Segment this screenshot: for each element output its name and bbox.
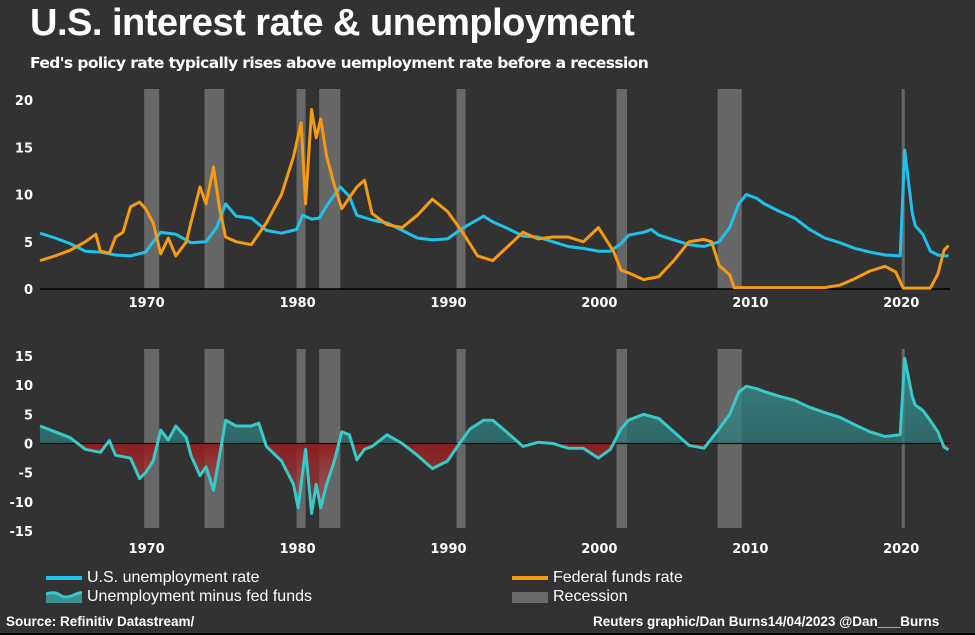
y-tick-label: 10 [15, 379, 33, 394]
x-tick-label: 1980 [279, 296, 315, 311]
x-tick-label: 2000 [581, 296, 617, 311]
bottom-border [0, 633, 975, 635]
legend-item-fed-funds: Federal funds rate [512, 569, 683, 587]
x-tick-label: 2010 [732, 296, 768, 311]
recession-band [296, 349, 306, 528]
y-tick-label: -10 [10, 496, 34, 511]
recession-band [456, 349, 466, 528]
legend-swatch-fed-funds [512, 576, 548, 580]
top-panel: 0 5 10 15 20 1970 1980 1990 2000 2010 2020 [15, 89, 950, 311]
chart-subtitle: Fed's policy rate typically rises above … [30, 54, 649, 72]
x-tick-label: 1980 [279, 542, 315, 557]
recession-band [296, 89, 306, 289]
y-tick-label: 20 [15, 94, 33, 109]
y-tick-label: 5 [24, 236, 33, 251]
legend-label-unemployment: U.S. unemployment rate [87, 569, 260, 586]
legend-swatch-spread [46, 591, 82, 603]
y-tick-label: 10 [15, 189, 33, 204]
x-tick-label: 1990 [430, 542, 466, 557]
x-tick-label: 2010 [732, 542, 768, 557]
x-tick-label: 2020 [883, 296, 919, 311]
spread-line [39, 356, 950, 515]
legend-swatch-unemployment [46, 576, 82, 580]
legend-label-recession: Recession [553, 588, 628, 605]
x-tick-label: 2020 [883, 542, 919, 557]
source-note: Source: Refinitiv Datastream/ [6, 614, 195, 629]
legend-label-spread: Unemployment minus fed funds [87, 588, 312, 605]
x-tick-label: 1990 [430, 296, 466, 311]
legend-item-recession: Recession [512, 588, 628, 606]
spread-positive-area [40, 358, 949, 444]
recession-band [204, 349, 225, 528]
recession-band [144, 349, 160, 528]
recession-band [616, 89, 628, 289]
x-tick-label: 2000 [581, 542, 617, 557]
recession-band [717, 89, 742, 289]
recession-band [204, 89, 225, 289]
y-tick-label: 0 [24, 283, 33, 298]
legend-swatch-recession [512, 591, 548, 603]
legend-label-fed-funds: Federal funds rate [553, 569, 683, 586]
x-tick-label: 1970 [129, 542, 165, 557]
recession-band [144, 89, 160, 289]
y-tick-label: 5 [24, 408, 33, 423]
chart-title: U.S. interest rate & unemployment [30, 2, 635, 44]
bottom-panel: -15 -10 -5 0 5 10 15 1970 1980 1990 2000 2010 2020 [10, 349, 950, 557]
y-tick-label: -15 [10, 525, 34, 540]
fed-funds-line [39, 108, 950, 290]
y-tick-label: 15 [15, 350, 33, 365]
legend-item-spread: Unemployment minus fed funds [46, 588, 312, 606]
recession-band [456, 89, 466, 289]
y-tick-label: 0 [24, 438, 33, 453]
legend-item-unemployment: U.S. unemployment rate [46, 569, 260, 587]
unemployment-rate-line [39, 148, 949, 258]
x-tick-label: 1970 [129, 296, 165, 311]
spread-negative-area [40, 443, 949, 514]
credit-note: Reuters graphic/Dan Burns14/04/2023 @Dan… [593, 614, 940, 629]
y-tick-label: -5 [19, 467, 33, 482]
y-tick-label: 15 [15, 141, 33, 156]
